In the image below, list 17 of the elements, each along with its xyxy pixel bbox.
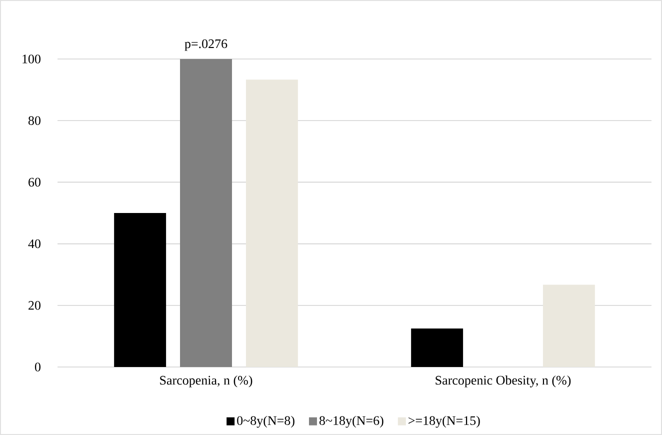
bar [180, 58, 232, 367]
y-tick-label: 20 [28, 301, 40, 310]
y-tick-label: 80 [28, 116, 40, 125]
bar [411, 328, 464, 367]
y-tick-label: 60 [28, 178, 40, 187]
legend-label: 0~8y(N=8) [237, 416, 294, 428]
x-tick-label: Sarcopenic Obesity, n (%) [436, 376, 571, 388]
bar [246, 80, 298, 367]
legend-label: >=18y(N=15) [408, 416, 480, 428]
legend-label: 8~18y(N=6) [319, 416, 384, 428]
y-tick-label: 100 [22, 54, 40, 64]
bar [542, 284, 595, 367]
x-tick-label: Sarcopenia, n (%) [160, 376, 252, 388]
annotation: p=.0276 [184, 39, 228, 51]
y-tick-label: 40 [28, 239, 40, 248]
y-tick-label: 0 [34, 362, 40, 372]
bar [114, 212, 166, 367]
